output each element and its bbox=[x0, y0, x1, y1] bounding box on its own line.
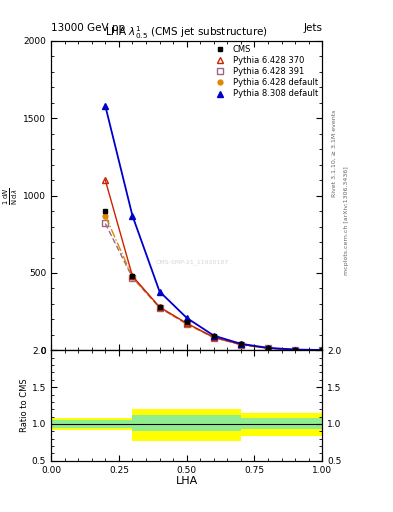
Line: CMS: CMS bbox=[103, 209, 325, 352]
Pythia 6.428 370 bbox=[184, 320, 189, 326]
Line: Pythia 6.428 391: Pythia 6.428 391 bbox=[103, 221, 325, 353]
Pythia 8.308 default bbox=[130, 212, 135, 219]
CMS bbox=[103, 208, 108, 214]
Pythia 6.428 391 bbox=[320, 347, 325, 353]
Pythia 6.428 370 bbox=[130, 273, 135, 279]
Pythia 6.428 370 bbox=[103, 177, 108, 183]
Pythia 8.308 default bbox=[184, 315, 189, 321]
Line: Pythia 8.308 default: Pythia 8.308 default bbox=[103, 103, 325, 353]
Pythia 8.308 default bbox=[239, 341, 243, 347]
CMS bbox=[184, 319, 189, 326]
Pythia 6.428 391 bbox=[157, 305, 162, 311]
Pythia 6.428 default bbox=[103, 212, 108, 219]
Pythia 6.428 default bbox=[266, 345, 270, 351]
Title: LHA $\lambda^{1}_{0.5}$ (CMS jet substructure): LHA $\lambda^{1}_{0.5}$ (CMS jet substru… bbox=[105, 24, 268, 41]
CMS bbox=[320, 347, 325, 353]
Pythia 6.428 391 bbox=[130, 274, 135, 281]
Pythia 6.428 370 bbox=[293, 347, 298, 353]
CMS bbox=[266, 345, 270, 351]
Pythia 6.428 default bbox=[184, 321, 189, 327]
Text: 13000 GeV pp: 13000 GeV pp bbox=[51, 23, 125, 33]
Pythia 8.308 default bbox=[320, 347, 325, 353]
CMS bbox=[130, 273, 135, 279]
Pythia 6.428 370 bbox=[157, 304, 162, 310]
Pythia 6.428 391 bbox=[239, 342, 243, 348]
CMS bbox=[239, 341, 243, 347]
CMS bbox=[157, 304, 162, 310]
Line: Pythia 6.428 default: Pythia 6.428 default bbox=[103, 214, 325, 353]
Pythia 6.428 391 bbox=[293, 347, 298, 353]
Pythia 6.428 391 bbox=[103, 220, 108, 226]
Pythia 6.428 default bbox=[130, 274, 135, 280]
Text: mcplots.cern.ch [arXiv:1306.3436]: mcplots.cern.ch [arXiv:1306.3436] bbox=[344, 166, 349, 274]
Pythia 8.308 default bbox=[266, 345, 270, 351]
CMS bbox=[293, 347, 298, 353]
Text: Jets: Jets bbox=[303, 23, 322, 33]
Pythia 6.428 default bbox=[239, 342, 243, 348]
Pythia 6.428 370 bbox=[320, 347, 325, 353]
Pythia 6.428 default bbox=[211, 334, 216, 340]
Pythia 6.428 391 bbox=[211, 334, 216, 340]
CMS bbox=[211, 333, 216, 339]
Pythia 6.428 391 bbox=[266, 345, 270, 351]
Pythia 6.428 370 bbox=[239, 342, 243, 348]
Pythia 6.428 default bbox=[320, 347, 325, 353]
Pythia 6.428 391 bbox=[184, 321, 189, 327]
Pythia 6.428 default bbox=[157, 304, 162, 310]
Y-axis label: $\frac{1}{\mathrm{N}}\frac{\mathrm{d}N}{\mathrm{d}\,\lambda}$: $\frac{1}{\mathrm{N}}\frac{\mathrm{d}N}{… bbox=[2, 187, 20, 204]
Y-axis label: Ratio to CMS: Ratio to CMS bbox=[20, 379, 29, 432]
Pythia 6.428 default bbox=[293, 347, 298, 353]
Text: Rivet 3.1.10, ≥ 3.1M events: Rivet 3.1.10, ≥ 3.1M events bbox=[332, 110, 337, 197]
Line: Pythia 6.428 370: Pythia 6.428 370 bbox=[103, 177, 325, 353]
Pythia 8.308 default bbox=[157, 288, 162, 294]
Pythia 6.428 370 bbox=[266, 345, 270, 351]
Pythia 8.308 default bbox=[103, 103, 108, 109]
Pythia 8.308 default bbox=[211, 333, 216, 339]
Text: CMS-SMP-21_11920187: CMS-SMP-21_11920187 bbox=[156, 260, 229, 265]
Pythia 8.308 default bbox=[293, 347, 298, 353]
Legend: CMS, Pythia 6.428 370, Pythia 6.428 391, Pythia 6.428 default, Pythia 8.308 defa: CMS, Pythia 6.428 370, Pythia 6.428 391,… bbox=[209, 44, 320, 100]
Pythia 6.428 370 bbox=[211, 334, 216, 340]
X-axis label: LHA: LHA bbox=[176, 476, 198, 486]
